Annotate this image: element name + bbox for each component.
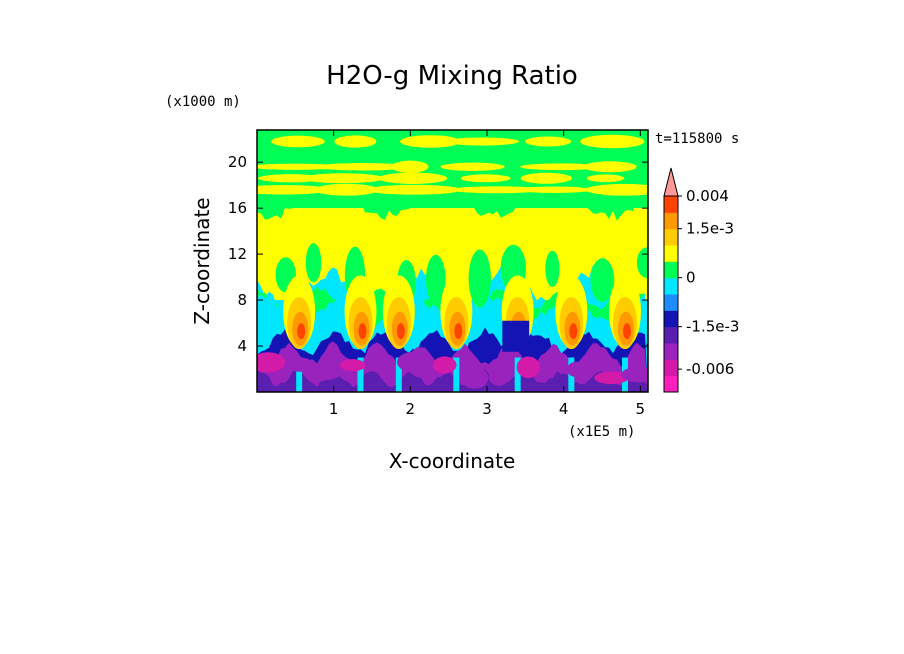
field-cell bbox=[583, 161, 637, 173]
plume-core bbox=[358, 323, 367, 340]
field-contour bbox=[257, 368, 648, 392]
field-cell bbox=[468, 249, 491, 308]
plume-stem bbox=[296, 357, 303, 392]
field-cell bbox=[488, 368, 509, 386]
chart-title: H2O-g Mixing Ratio bbox=[326, 61, 578, 91]
field-cell bbox=[432, 356, 457, 374]
y-unit-label: (x1000 m) bbox=[165, 94, 241, 110]
field-cell bbox=[451, 186, 542, 194]
colorbar-swatch bbox=[664, 228, 678, 246]
field-cell bbox=[516, 356, 540, 379]
field-cell bbox=[378, 172, 448, 184]
colorbar-swatch bbox=[664, 359, 678, 377]
field-cell bbox=[314, 183, 379, 196]
field-cell bbox=[285, 357, 314, 372]
field-cell bbox=[366, 184, 462, 195]
plume-stem bbox=[395, 357, 402, 392]
field-cell bbox=[257, 352, 286, 373]
x-tick-label: 5 bbox=[636, 400, 646, 418]
field-cell bbox=[445, 137, 520, 146]
field-cell bbox=[566, 361, 587, 378]
y-tick-label: 20 bbox=[228, 153, 247, 171]
field-cell bbox=[308, 361, 343, 380]
field-cell bbox=[539, 355, 561, 370]
plume-stem bbox=[453, 357, 460, 392]
field-cell bbox=[425, 254, 446, 304]
field-cell bbox=[460, 174, 511, 183]
plume-stem bbox=[357, 357, 364, 392]
colorbar-cap bbox=[663, 167, 679, 197]
y-axis: 4 8 12 16 20 bbox=[228, 153, 648, 355]
colorbar-swatch bbox=[664, 245, 678, 262]
y-tick-label: 8 bbox=[237, 291, 247, 309]
y-tick-label: 12 bbox=[228, 245, 247, 263]
x-tick-label: 2 bbox=[406, 400, 416, 418]
field-cell bbox=[305, 243, 322, 283]
field-cell bbox=[440, 162, 505, 171]
field-cell bbox=[368, 353, 396, 374]
colorbar bbox=[663, 167, 679, 393]
x-unit-label: (x1E5 m) bbox=[568, 424, 635, 440]
field-cell bbox=[315, 163, 411, 171]
colorbar-swatch bbox=[664, 326, 678, 344]
colorbar-swatch bbox=[664, 277, 678, 295]
field-cell bbox=[271, 135, 325, 148]
x-tick-label: 4 bbox=[559, 400, 569, 418]
field-cell bbox=[339, 359, 366, 372]
field-cell bbox=[334, 135, 377, 148]
plume-core bbox=[623, 323, 631, 340]
field-cell bbox=[397, 351, 431, 373]
field-cell bbox=[520, 163, 602, 171]
field-cell bbox=[524, 136, 572, 147]
field-cell bbox=[586, 174, 625, 183]
field-cell bbox=[594, 371, 629, 385]
y-axis-label: Z-coordinate bbox=[190, 197, 214, 324]
colorbar-tick-label: 0 bbox=[686, 269, 696, 287]
x-axis-label: X-coordinate bbox=[389, 449, 516, 473]
field-cell bbox=[257, 184, 331, 195]
field-cell bbox=[391, 160, 429, 173]
colorbar-tick-label: -0.006 bbox=[686, 360, 734, 378]
colorbar-swatch bbox=[664, 343, 678, 360]
y-tick-label: 4 bbox=[237, 337, 247, 355]
colorbar-frame bbox=[663, 195, 679, 393]
plume-stem bbox=[514, 357, 521, 392]
plume-core bbox=[297, 323, 306, 340]
colorbar-tick-label: -1.5e-3 bbox=[686, 318, 739, 336]
plume-core bbox=[396, 323, 405, 340]
field-cell bbox=[400, 135, 461, 148]
colorbar-swatch bbox=[664, 310, 678, 328]
field-cell bbox=[621, 366, 648, 383]
plume-core bbox=[454, 323, 463, 340]
field-cell bbox=[636, 247, 648, 278]
colorbar-swatch bbox=[664, 261, 678, 279]
colorbar-swatch bbox=[664, 196, 678, 213]
field-cell bbox=[520, 172, 573, 184]
colorbar-ticks: 0.004 1.5e-3 0 -1.5e-3 -0.006 bbox=[678, 187, 739, 378]
x-axis: 1 2 3 4 5 bbox=[329, 130, 645, 418]
field-cell bbox=[461, 367, 489, 389]
colorbar-swatch bbox=[664, 375, 678, 393]
field-cell bbox=[585, 183, 648, 196]
time-label: t=115800 s bbox=[655, 131, 739, 147]
colorbar-tick-label: 1.5e-3 bbox=[686, 220, 734, 238]
colorbar-tick-label: 0.004 bbox=[686, 187, 729, 205]
field-cell bbox=[502, 320, 530, 352]
colorbar-swatch bbox=[664, 212, 678, 230]
field-cell bbox=[545, 250, 560, 287]
field-cell bbox=[590, 258, 615, 303]
field-cell bbox=[516, 186, 593, 193]
x-tick-label: 3 bbox=[482, 400, 492, 418]
plot-frame bbox=[256, 129, 649, 393]
y-tick-label: 16 bbox=[228, 199, 247, 217]
contour-field bbox=[257, 130, 648, 392]
field-cell bbox=[302, 173, 385, 184]
field-cell bbox=[580, 134, 645, 149]
x-tick-label: 1 bbox=[329, 400, 339, 418]
plume-core bbox=[569, 323, 578, 340]
colorbar-swatch bbox=[664, 294, 678, 311]
